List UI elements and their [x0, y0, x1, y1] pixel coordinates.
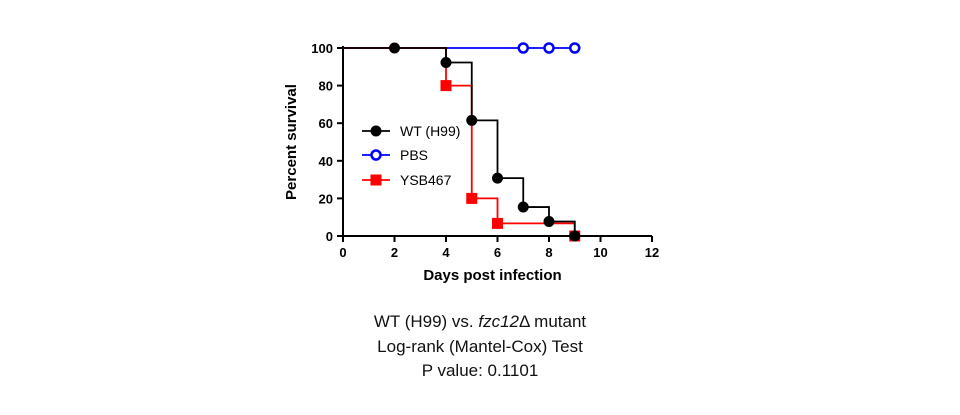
x-tick-label: 10 [593, 245, 607, 260]
y-tick-label: 100 [311, 41, 333, 56]
data-point-pbs [517, 42, 529, 54]
legend-label-pbs: PBS [400, 147, 428, 163]
y-tick-label: 20 [319, 191, 333, 206]
data-point-wt-h99 [389, 42, 400, 54]
legend-marker-ysb467 [370, 174, 382, 186]
y-tick-label: 60 [319, 116, 333, 131]
y-tick-label: 40 [319, 154, 333, 169]
x-tick-label: 2 [391, 245, 398, 260]
x-tick-label: 12 [645, 245, 659, 260]
legend-marker-pbs [370, 149, 382, 161]
chart-axes: 0 2 4 6 8 10 12 0 20 40 60 80 100 Days post infection… [283, 41, 659, 284]
data-point-pbs [543, 42, 555, 54]
x-tick-label: 0 [339, 245, 346, 260]
x-tick-label: 6 [494, 245, 501, 260]
caption-p-value: P value: 0.1101 [421, 361, 539, 380]
legend-label-wt-h99: WT (H99) [400, 123, 460, 139]
data-point-ysb467 [466, 192, 478, 204]
legend-marker-wt-h99 [370, 125, 382, 137]
x-axis-title: Days post infection [423, 267, 561, 284]
x-tick-label: 8 [545, 245, 552, 260]
series-line-wt-h99 [343, 47, 576, 236]
chart-legend: WT (H99) PBS YSB467 [362, 123, 460, 188]
data-point-ysb467 [440, 80, 452, 92]
caption-comparison-suffix: Δ mutant [519, 312, 587, 331]
chart-series [343, 42, 581, 242]
y-axis-title: Percent survival [283, 84, 300, 200]
data-point-wt-h99 [440, 56, 452, 68]
data-point-wt-h99 [492, 172, 503, 184]
caption-mutant-name: fzc12 [478, 312, 520, 331]
x-tick-label: 4 [442, 245, 450, 260]
data-point-pbs [569, 42, 581, 54]
y-tick-label: 80 [319, 79, 333, 94]
survival-chart: 0 2 4 6 8 10 12 0 20 40 60 80 100 Days post infection… [283, 41, 659, 284]
caption-comparison-prefix: WT (H99) vs. [373, 312, 479, 331]
caption-test-name: Log-rank (Mantel-Cox) Test [377, 337, 583, 356]
data-point-wt-h99 [569, 230, 581, 242]
caption-comparison: WT (H99) vs. fzc12Δ mutant [0, 312, 960, 332]
legend-label-ysb467: YSB467 [400, 172, 452, 188]
data-point-ysb467 [492, 217, 503, 229]
y-tick-label: 0 [326, 229, 333, 244]
data-point-wt-h99 [517, 201, 529, 213]
data-point-wt-h99 [543, 216, 555, 228]
data-point-wt-h99 [466, 114, 478, 126]
